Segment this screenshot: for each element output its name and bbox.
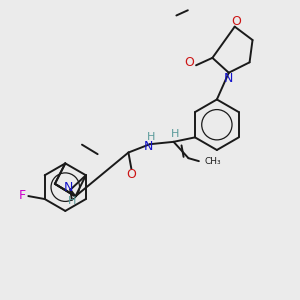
Text: O: O	[231, 15, 241, 28]
Text: O: O	[127, 168, 136, 181]
Text: F: F	[19, 189, 26, 202]
Text: H: H	[171, 128, 179, 139]
Text: N: N	[144, 140, 153, 153]
Text: CH₃: CH₃	[204, 157, 221, 166]
Text: H: H	[68, 196, 76, 206]
Text: O: O	[184, 56, 194, 69]
Text: N: N	[64, 181, 74, 194]
Text: H: H	[147, 132, 155, 142]
Text: N: N	[224, 72, 233, 85]
